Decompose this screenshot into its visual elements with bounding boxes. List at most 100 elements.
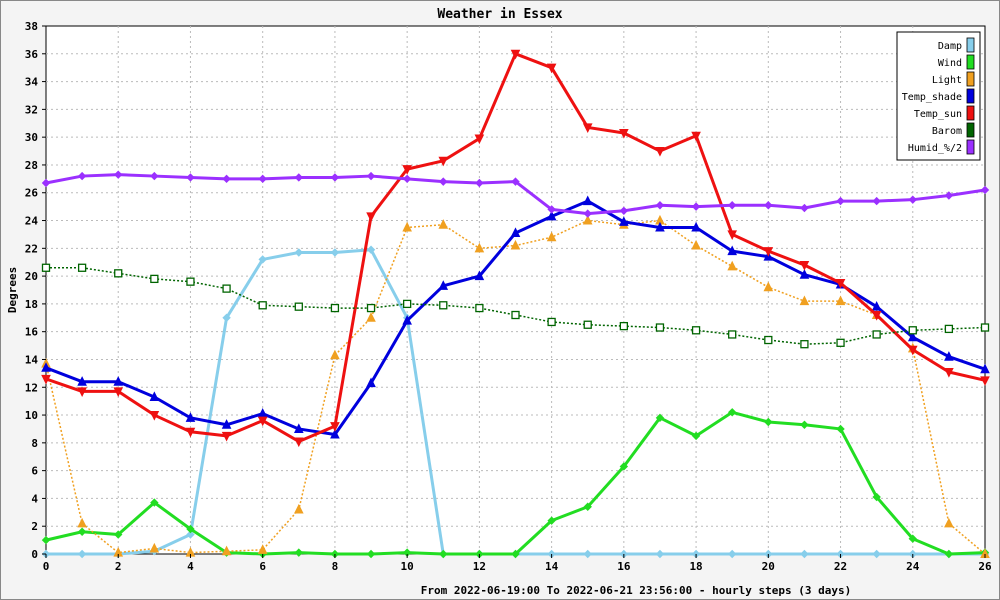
data-point-humid-2 xyxy=(547,205,556,214)
data-point-damp xyxy=(583,549,592,559)
data-point-temp-sun xyxy=(691,131,701,142)
data-point-light xyxy=(510,239,521,250)
data-point-barom xyxy=(294,302,303,311)
data-point-temp-sun xyxy=(980,376,990,386)
data-point-barom xyxy=(908,326,917,335)
data-point-temp-sun xyxy=(185,427,196,438)
data-point-humid-2 xyxy=(727,201,737,210)
data-point-temp-shade xyxy=(907,331,918,342)
data-point-temp-sun xyxy=(366,212,376,222)
x-tick-label: 10 xyxy=(401,560,414,573)
data-point-temp-shade xyxy=(438,280,449,290)
data-point-humid-2 xyxy=(836,196,845,206)
data-point-damp xyxy=(77,549,87,559)
series-barom xyxy=(41,263,990,349)
y-tick-label: 26 xyxy=(25,187,39,200)
data-point-light xyxy=(257,544,268,554)
legend-label-light: Light xyxy=(932,75,962,86)
data-point-humid-2 xyxy=(114,170,123,179)
y-tick-label: 28 xyxy=(25,159,38,172)
data-point-temp-sun xyxy=(474,134,485,145)
y-tick-label: 10 xyxy=(25,409,38,422)
data-point-barom xyxy=(511,310,520,320)
data-point-barom xyxy=(944,324,954,334)
data-point-wind xyxy=(366,549,376,559)
data-point-light xyxy=(727,260,738,271)
y-tick-label: 4 xyxy=(31,492,38,505)
data-point-humid-2 xyxy=(150,171,159,181)
data-point-wind xyxy=(294,548,304,557)
data-point-temp-sun xyxy=(727,230,738,241)
data-point-barom xyxy=(186,277,195,286)
data-point-temp-sun xyxy=(907,345,918,356)
data-point-humid-2 xyxy=(619,206,629,216)
legend-label-wind: Wind xyxy=(938,58,962,69)
data-point-humid-2 xyxy=(77,171,87,181)
data-point-light xyxy=(835,295,846,306)
y-axis-label: Degrees xyxy=(6,267,19,313)
plot-area xyxy=(45,25,986,555)
data-point-light xyxy=(221,545,232,556)
x-tick-label: 6 xyxy=(259,560,266,573)
data-point-temp-sun xyxy=(546,63,557,74)
data-point-barom xyxy=(222,284,231,293)
data-point-temp-sun xyxy=(510,49,521,60)
data-point-temp-shade xyxy=(293,423,304,433)
data-point-temp-sun xyxy=(77,387,87,398)
data-point-damp xyxy=(727,549,737,559)
data-point-barom xyxy=(764,335,773,345)
data-point-damp xyxy=(366,245,376,254)
data-point-temp-shade xyxy=(113,376,124,386)
data-point-damp xyxy=(800,549,809,559)
y-tick-label: 22 xyxy=(25,242,38,255)
data-point-light xyxy=(293,503,304,514)
data-point-humid-2 xyxy=(511,177,520,186)
legend-label-damp: Damp xyxy=(938,41,962,52)
data-point-light xyxy=(149,542,160,553)
data-point-wind xyxy=(150,498,159,507)
y-tick-label: 30 xyxy=(25,131,38,144)
data-point-wind xyxy=(800,420,809,429)
data-point-light xyxy=(474,242,485,253)
data-point-light xyxy=(582,214,593,225)
data-point-light xyxy=(944,517,954,528)
data-point-temp-sun xyxy=(293,437,304,448)
data-point-temp-shade xyxy=(546,210,557,221)
data-point-humid-2 xyxy=(691,202,701,211)
data-point-humid-2 xyxy=(583,209,592,218)
data-point-barom xyxy=(691,326,701,335)
data-point-light xyxy=(546,231,557,242)
data-point-barom xyxy=(475,303,484,313)
ticks: 0 2 4 6 8 10 12 14 16 18 20 22 24 2602468101214161820… xyxy=(25,20,992,573)
data-point-barom xyxy=(114,269,123,278)
data-point-barom xyxy=(619,321,628,331)
legend-swatch-barom xyxy=(966,122,975,138)
data-point-temp-shade xyxy=(185,412,196,422)
y-tick-label: 2 xyxy=(31,520,38,533)
data-point-humid-2 xyxy=(258,174,267,184)
legend-label-barom: Barom xyxy=(932,126,962,137)
data-point-wind xyxy=(114,530,123,539)
data-point-temp-sun xyxy=(944,367,954,378)
data-point-temp-shade xyxy=(41,362,51,372)
x-axis-label: From 2022-06-19:00 To 2022-06-21 23:56:0… xyxy=(421,584,851,597)
data-point-barom xyxy=(872,330,881,339)
data-point-temp-shade xyxy=(402,314,412,325)
data-point-temp-shade xyxy=(221,419,232,429)
legend-label-humid-2: Humid_%/2 xyxy=(908,143,962,154)
data-point-temp-sun xyxy=(619,128,629,139)
data-point-light xyxy=(799,295,810,306)
y-tick-label: 24 xyxy=(25,215,39,228)
data-point-temp-shade xyxy=(727,245,738,256)
data-point-wind xyxy=(655,413,665,423)
x-tick-label: 12 xyxy=(473,560,486,573)
data-point-humid-2 xyxy=(800,203,809,213)
y-tick-label: 12 xyxy=(25,381,38,394)
legend-swatch-humid-2 xyxy=(966,139,975,155)
data-point-temp-shade xyxy=(510,227,521,238)
series-line-barom xyxy=(46,267,986,345)
data-point-barom xyxy=(800,340,809,349)
data-point-light xyxy=(330,349,340,360)
x-tick-label: 26 xyxy=(978,560,992,573)
